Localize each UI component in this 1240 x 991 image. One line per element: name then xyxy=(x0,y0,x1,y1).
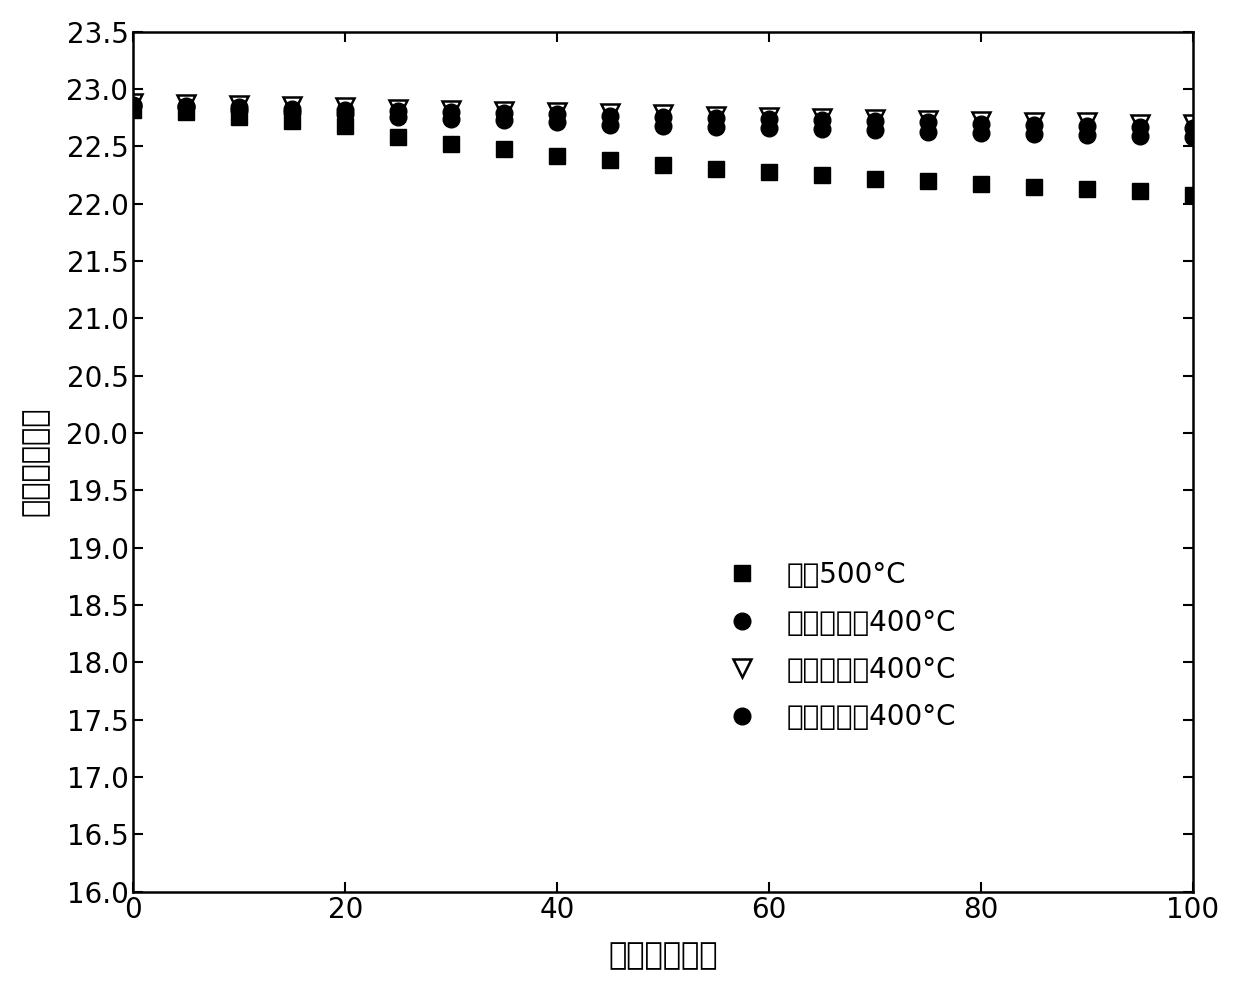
Y-axis label: 容量（安时）: 容量（安时） xyxy=(21,407,50,516)
Legend: 恒温500°C, 快速降温至400°C, 自然降温至400°C, 缓慢降温至400°C: 恒温500°C, 快速降温至400°C, 自然降温至400°C, 缓慢降温至40… xyxy=(708,544,972,748)
X-axis label: 时间（小时）: 时间（小时） xyxy=(609,941,718,970)
